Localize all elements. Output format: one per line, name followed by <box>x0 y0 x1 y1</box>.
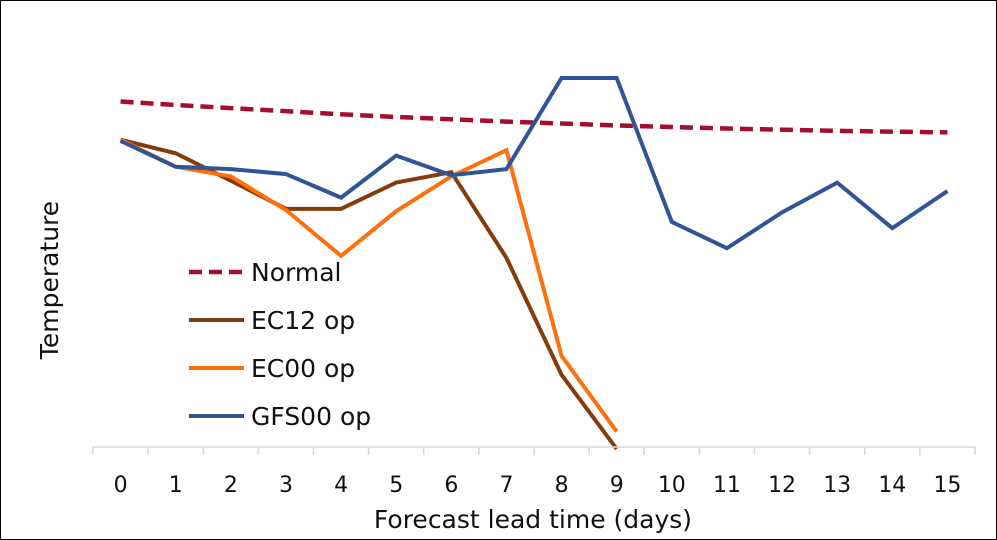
x-tick-label: 3 <box>279 473 293 498</box>
x-axis-title: Forecast lead time (days) <box>374 505 692 534</box>
legend-label: Normal <box>251 258 341 287</box>
x-tick-label: 10 <box>658 473 686 498</box>
x-tick-label: 2 <box>224 473 238 498</box>
series-line-normal <box>120 99 948 135</box>
legend-label: EC00 op <box>251 354 355 383</box>
series-line-gfs00-op <box>119 75 949 251</box>
x-tick-label: 0 <box>114 473 128 498</box>
legend-label: GFS00 op <box>251 402 371 431</box>
x-tick-label: 1 <box>169 473 183 498</box>
x-tick-label: 14 <box>878 473 906 498</box>
x-tick-label: 5 <box>389 473 403 498</box>
x-tick-label: 9 <box>610 473 624 498</box>
y-axis-title: Temperature <box>35 201 64 360</box>
x-tick-label: 7 <box>499 473 513 498</box>
legend-label: EC12 op <box>251 306 355 335</box>
x-tick-label: 8 <box>555 473 569 498</box>
x-tick-label: 6 <box>444 473 458 498</box>
x-tick-label: 13 <box>823 473 851 498</box>
x-tick-label: 15 <box>933 473 961 498</box>
x-tick-label: 12 <box>768 473 796 498</box>
series-line-ec00-op <box>119 137 619 433</box>
x-tick-label: 4 <box>334 473 348 498</box>
x-tick-label: 11 <box>713 473 741 498</box>
